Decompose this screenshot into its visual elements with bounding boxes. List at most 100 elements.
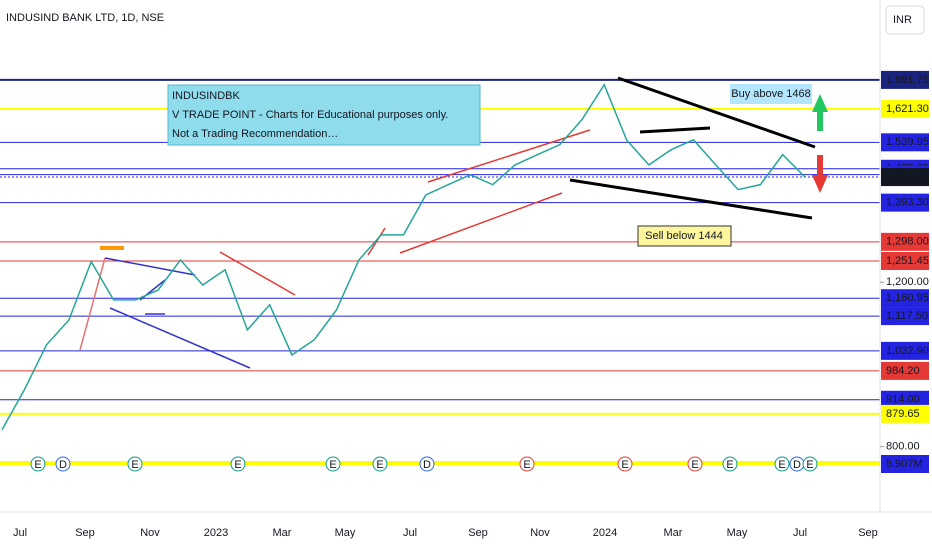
time-label: Mar (664, 527, 683, 539)
price-tag (881, 70, 929, 89)
price-label: 1,032.90 (886, 345, 929, 357)
time-label: May (335, 527, 356, 539)
price-label: 1,251.45 (886, 255, 929, 267)
price-label: 1,200.00 (886, 276, 929, 288)
note-line: V TRADE POINT - Charts for Educational p… (172, 109, 448, 121)
trendline (79, 257, 106, 351)
up-arrow (812, 94, 828, 112)
event-letter: E (234, 459, 241, 471)
price-label: 1,298.00 (886, 236, 929, 248)
time-label: 2023 (204, 527, 228, 539)
sell-label: Sell below 1444 (645, 230, 723, 242)
price-tag (881, 168, 929, 187)
price-line (1, 83, 806, 431)
currency-button[interactable] (885, 5, 925, 35)
event-letter: E (621, 459, 628, 471)
event-letter: D (59, 459, 67, 471)
event-icon[interactable] (30, 456, 46, 472)
event-icon[interactable] (519, 456, 535, 472)
time-label: Jul (793, 527, 807, 539)
event-icon[interactable] (230, 456, 246, 472)
event-letter: E (131, 459, 138, 471)
time-label: Jul (13, 527, 27, 539)
buy-box (730, 84, 812, 104)
buy-label: Buy above 1468 (731, 88, 811, 100)
event-icon[interactable] (419, 456, 435, 472)
volume-tag (881, 455, 929, 473)
trendline (639, 126, 711, 134)
event-icon[interactable] (687, 456, 703, 472)
note-line: Not a Trading Recommendation… (172, 128, 338, 140)
price-tag (881, 307, 929, 326)
time-label: Jul (403, 527, 417, 539)
price-tag (881, 193, 929, 212)
currency-label: INR (893, 14, 912, 26)
trendline (569, 178, 813, 220)
price-label: 1,621.30 (886, 103, 929, 115)
trendline (219, 251, 296, 296)
price (1, 83, 806, 431)
price-label: 1,117.50 (886, 310, 928, 322)
event-letter: E (806, 459, 813, 471)
price-tag (881, 404, 929, 423)
event-letter: E (726, 459, 733, 471)
trendline (427, 129, 591, 183)
event-icon[interactable] (325, 456, 341, 472)
time-label: Sep (858, 527, 878, 539)
trendline (617, 76, 816, 149)
event-letter: E (691, 459, 698, 471)
price-label: 984.20 (886, 365, 920, 377)
time-label: May (727, 527, 748, 539)
time-label: 2024 (593, 527, 617, 539)
event-letter: E (523, 459, 530, 471)
symbol-title: INDUSIND BANK LTD, 1D, NSE (6, 12, 164, 24)
event-letter: E (34, 459, 41, 471)
volume-label: 5.907M (886, 458, 923, 470)
price-axis: 1,691.751,621.301,539.951,475.651,461.40… (880, 70, 929, 473)
trendline (367, 227, 386, 256)
price-tag (881, 133, 929, 152)
down-arrow (812, 175, 828, 193)
note-line: INDUSINDBK (172, 90, 241, 102)
event-icon[interactable] (722, 456, 738, 472)
time-label: Mar (273, 527, 292, 539)
event-icon[interactable] (617, 456, 633, 472)
price-label: 1,455.50 (886, 171, 929, 183)
price-tag (881, 232, 929, 251)
price-label: 1,393.30 (886, 197, 929, 209)
price-label: 1,160.95 (886, 292, 929, 304)
note-box (167, 84, 481, 146)
event-icon[interactable] (774, 456, 790, 472)
event-letter: E (329, 459, 336, 471)
event-letter: D (423, 459, 431, 471)
price-tag (881, 390, 929, 409)
price-label: 914.00 (886, 394, 920, 406)
price-label: 1,691.75 (886, 74, 929, 86)
price-tag (881, 251, 929, 270)
event-icon[interactable] (372, 456, 388, 472)
event-icon[interactable] (55, 456, 71, 472)
up-arrow (817, 111, 823, 131)
price-tag (881, 341, 929, 360)
price-tag (881, 361, 929, 380)
down-arrow (817, 155, 823, 175)
trendline (104, 257, 196, 276)
trendline (399, 192, 563, 254)
event-icon[interactable] (127, 456, 143, 472)
time-label: Sep (75, 527, 95, 539)
time-label: Sep (468, 527, 488, 539)
price-label: 1,539.95 (886, 136, 929, 148)
time-label: Nov (530, 527, 550, 539)
event-letter: D (793, 459, 801, 471)
event-letter: E (778, 459, 785, 471)
price-label: 879.65 (886, 408, 920, 420)
event-icon[interactable] (802, 456, 818, 472)
price-tag (881, 99, 929, 118)
price-label: 800.00 (886, 441, 920, 453)
time-label: Nov (140, 527, 160, 539)
price-tag (881, 289, 929, 308)
event-letter: E (376, 459, 383, 471)
trendline (109, 307, 251, 369)
drawings (79, 76, 828, 369)
